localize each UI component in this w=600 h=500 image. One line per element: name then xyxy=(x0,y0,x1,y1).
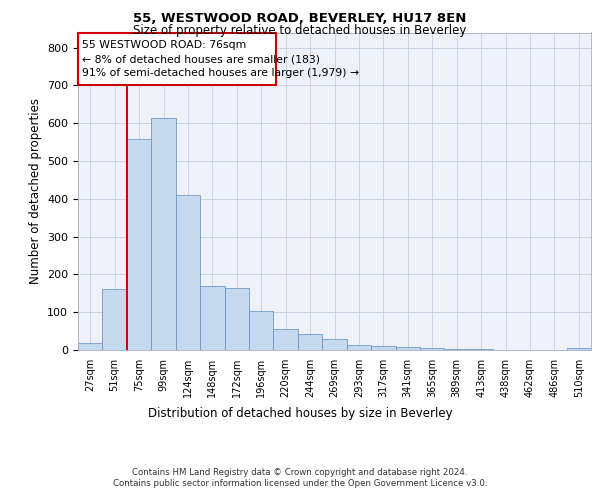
Text: 55 WESTWOOD ROAD: 76sqm
← 8% of detached houses are smaller (183)
91% of semi-de: 55 WESTWOOD ROAD: 76sqm ← 8% of detached… xyxy=(82,40,359,78)
Bar xyxy=(469,349,493,350)
Bar xyxy=(224,288,249,350)
Bar xyxy=(176,195,200,350)
Text: Distribution of detached houses by size in Beverley: Distribution of detached houses by size … xyxy=(148,408,452,420)
Bar xyxy=(420,348,445,350)
Bar xyxy=(566,348,591,350)
Bar xyxy=(274,329,298,350)
FancyBboxPatch shape xyxy=(78,34,276,86)
Bar xyxy=(371,346,395,350)
Bar xyxy=(395,347,420,350)
Y-axis label: Number of detached properties: Number of detached properties xyxy=(29,98,41,284)
Bar xyxy=(249,311,274,350)
Bar xyxy=(347,345,371,350)
Bar xyxy=(445,349,469,350)
Bar xyxy=(78,343,103,350)
Bar xyxy=(200,286,224,350)
Text: 55, WESTWOOD ROAD, BEVERLEY, HU17 8EN: 55, WESTWOOD ROAD, BEVERLEY, HU17 8EN xyxy=(133,12,467,26)
Text: Size of property relative to detached houses in Beverley: Size of property relative to detached ho… xyxy=(133,24,467,37)
Bar xyxy=(151,118,176,350)
Bar xyxy=(103,289,127,350)
Bar xyxy=(127,140,151,350)
Bar xyxy=(322,338,347,350)
Text: Contains HM Land Registry data © Crown copyright and database right 2024.
Contai: Contains HM Land Registry data © Crown c… xyxy=(113,468,487,487)
Bar xyxy=(298,334,322,350)
